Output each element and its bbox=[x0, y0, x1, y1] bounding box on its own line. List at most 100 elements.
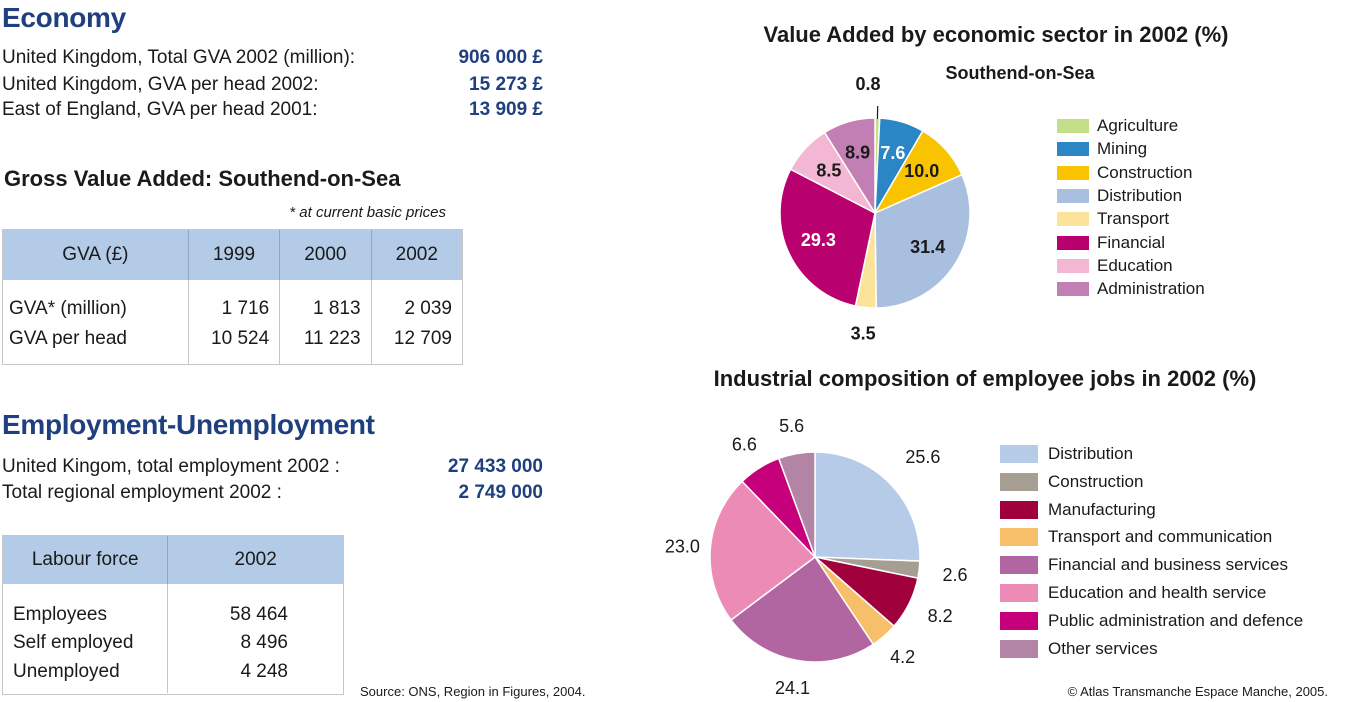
gva-heading: Gross Value Added: Southend-on-Sea bbox=[4, 166, 401, 191]
pie-chart-employee-jobs: 25.6 2.6 8.2 4.2 24.1 23.0 6.6 5.6 bbox=[665, 416, 968, 698]
legend-item-education-and-health-service: Education and health service bbox=[1000, 583, 1266, 603]
economy-stat-label: United Kingdom, GVA per head 2002: bbox=[2, 74, 319, 95]
pie-label-manufacturing: 8.2 bbox=[928, 606, 953, 626]
legend-item-transport: Transport bbox=[1057, 209, 1169, 229]
gva-note: * at current basic prices bbox=[289, 204, 446, 221]
legend-item-construction: Construction bbox=[1057, 163, 1192, 183]
legend-swatch bbox=[1000, 528, 1038, 547]
chart-title: Industrial composition of employee jobs … bbox=[713, 366, 1257, 391]
table-header-cell: GVA (£) bbox=[3, 230, 189, 280]
pie-label-transport-and-communication: 4.2 bbox=[890, 647, 915, 667]
table-header-cell: 1999 bbox=[188, 230, 281, 280]
legend-label: Other services bbox=[1048, 638, 1158, 658]
pie-slice-distribution bbox=[814, 451, 921, 562]
pie-label-mining: 7.6 bbox=[880, 143, 905, 163]
economy-heading: Economy bbox=[2, 2, 126, 33]
legend-item-financial-and-business-services: Financial and business services bbox=[1000, 555, 1288, 575]
pie-label-agriculture: 0.8 bbox=[855, 75, 880, 94]
legend-swatch bbox=[1057, 142, 1089, 157]
table-header-row: GVA (£) 1999 2000 2002 bbox=[3, 230, 462, 280]
gva-table-border bbox=[2, 229, 463, 365]
pie-label-financial-and-business-services: 24.1 bbox=[775, 678, 810, 698]
pie-label-construction: 2.6 bbox=[942, 565, 967, 585]
table-header-cell: 2002 bbox=[167, 536, 343, 584]
table-row: GVA per head 10 524 11 223 12 709 bbox=[3, 324, 462, 364]
pie-label-other-services: 5.6 bbox=[779, 416, 804, 436]
table-cell: 4 248 bbox=[240, 661, 288, 682]
table-cell: 12 709 bbox=[393, 328, 452, 349]
table-cell-label: Employees bbox=[3, 584, 169, 626]
economy-stat-label: East of England, GVA per head 2001: bbox=[2, 99, 318, 120]
economy-stat-value: 13 909 £ bbox=[469, 99, 543, 120]
legend-swatch bbox=[1057, 165, 1089, 180]
pie-label-administration: 8.9 bbox=[845, 143, 870, 163]
legend-swatch bbox=[1057, 235, 1089, 250]
economy-stat-label: United Kingdom, Total GVA 2002 (million)… bbox=[2, 47, 356, 68]
pie-slice-education-and-health-service bbox=[709, 480, 817, 622]
pie-slice-financial bbox=[779, 168, 876, 307]
legend-swatch bbox=[1057, 212, 1089, 227]
legend-label: Distribution bbox=[1097, 185, 1183, 205]
pie-label-education-and-health-service: 23.0 bbox=[665, 536, 700, 556]
legend-swatch bbox=[1057, 282, 1089, 297]
employment-stat-label: United Kingom, total employment 2002 : bbox=[2, 456, 340, 477]
gva-table: GVA (£) 1999 2000 2002 GVA* (million) 1 … bbox=[3, 230, 462, 364]
legend-label: Construction bbox=[1097, 162, 1193, 182]
legend-item-financial: Financial bbox=[1057, 233, 1165, 253]
table-cell: 2 039 bbox=[404, 298, 452, 319]
legend-item-distribution: Distribution bbox=[1000, 444, 1133, 464]
pie-label-distribution: 31.4 bbox=[910, 237, 945, 257]
labour-table-border bbox=[2, 535, 344, 695]
table-header-row: Labour force 2002 bbox=[3, 536, 343, 584]
pie-label-distribution: 25.6 bbox=[905, 447, 940, 467]
legend-label: Financial and business services bbox=[1048, 555, 1289, 575]
table-row: Self employed 8 496 bbox=[3, 626, 343, 659]
legend-item-agriculture: Agriculture bbox=[1057, 116, 1178, 136]
legend-label: Agriculture bbox=[1097, 116, 1179, 135]
pie-chart-value-added: 0.8 7.610.0 31.4 3.5 29.3 8.58.9 bbox=[779, 75, 971, 343]
table-row: GVA* (million) 1 716 1 813 2 039 bbox=[3, 280, 462, 324]
legend-swatch bbox=[1057, 188, 1089, 203]
employment-stat-label: Total regional employment 2002 : bbox=[2, 482, 282, 503]
legend-label: Transport bbox=[1097, 209, 1170, 229]
table-cell-label: Self employed bbox=[3, 626, 169, 659]
table-cell-label: GVA* (million) bbox=[3, 280, 189, 324]
economy-stat-value: 906 000 £ bbox=[458, 47, 543, 68]
employment-stat-value: 27 433 000 bbox=[447, 456, 543, 477]
legend-swatch bbox=[1000, 584, 1038, 602]
table-cell: 1 716 bbox=[188, 280, 281, 324]
copyright-note: © Atlas Transmanche Espace Manche, 2005. bbox=[1067, 684, 1328, 699]
table-cell-label: GVA per head bbox=[3, 324, 189, 364]
legend-item-manufacturing: Manufacturing bbox=[1000, 500, 1156, 520]
table-cell: 11 223 bbox=[279, 324, 372, 364]
pie-label-construction: 10.0 bbox=[904, 161, 939, 181]
economy-stat-value: 15 273 £ bbox=[469, 74, 543, 95]
legend-swatch bbox=[1000, 611, 1038, 630]
legend-swatch bbox=[1057, 258, 1089, 273]
legend-swatch bbox=[1000, 556, 1038, 575]
legend-item-distribution: Distribution bbox=[1057, 186, 1182, 206]
pie-label-education: 8.5 bbox=[816, 161, 841, 181]
table-cell: 1 813 bbox=[279, 280, 372, 324]
legend-item-administration: Administration bbox=[1057, 279, 1205, 299]
source-note: Source: ONS, Region in Figures, 2004. bbox=[360, 684, 586, 699]
labour-table: Labour force 2002 Employees 58 464 Self … bbox=[3, 536, 343, 693]
legend-item-transport-and-communication: Transport and communication bbox=[1000, 527, 1272, 547]
legend-label: Construction bbox=[1048, 471, 1144, 491]
pie-slice-distribution bbox=[874, 173, 971, 309]
table-cell: 8 496 bbox=[240, 631, 288, 653]
legend-label: Financial bbox=[1097, 232, 1166, 252]
pie-slice-administration bbox=[823, 117, 876, 216]
table-header-cell: 2002 bbox=[371, 230, 462, 280]
table-header-cell: Labour force bbox=[3, 536, 169, 584]
legend-label: Education bbox=[1097, 255, 1173, 275]
table-cell: 58 464 bbox=[229, 604, 288, 625]
legend-item-other-services: Other services bbox=[1000, 639, 1158, 659]
legend-label: Administration bbox=[1097, 279, 1205, 299]
legend-swatch bbox=[1000, 639, 1038, 658]
legend-label: Distribution bbox=[1048, 444, 1134, 463]
legend-label: Public administration and defence bbox=[1048, 610, 1304, 630]
legend-swatch bbox=[1000, 445, 1038, 463]
legend-label: Mining bbox=[1097, 139, 1148, 159]
legend-item-public-administration-and-defence: Public administration and defence bbox=[1000, 611, 1303, 631]
